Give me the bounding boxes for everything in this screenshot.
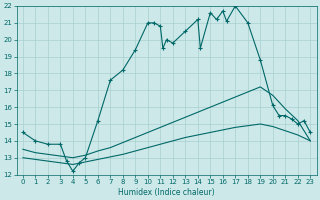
X-axis label: Humidex (Indice chaleur): Humidex (Indice chaleur) xyxy=(118,188,215,197)
